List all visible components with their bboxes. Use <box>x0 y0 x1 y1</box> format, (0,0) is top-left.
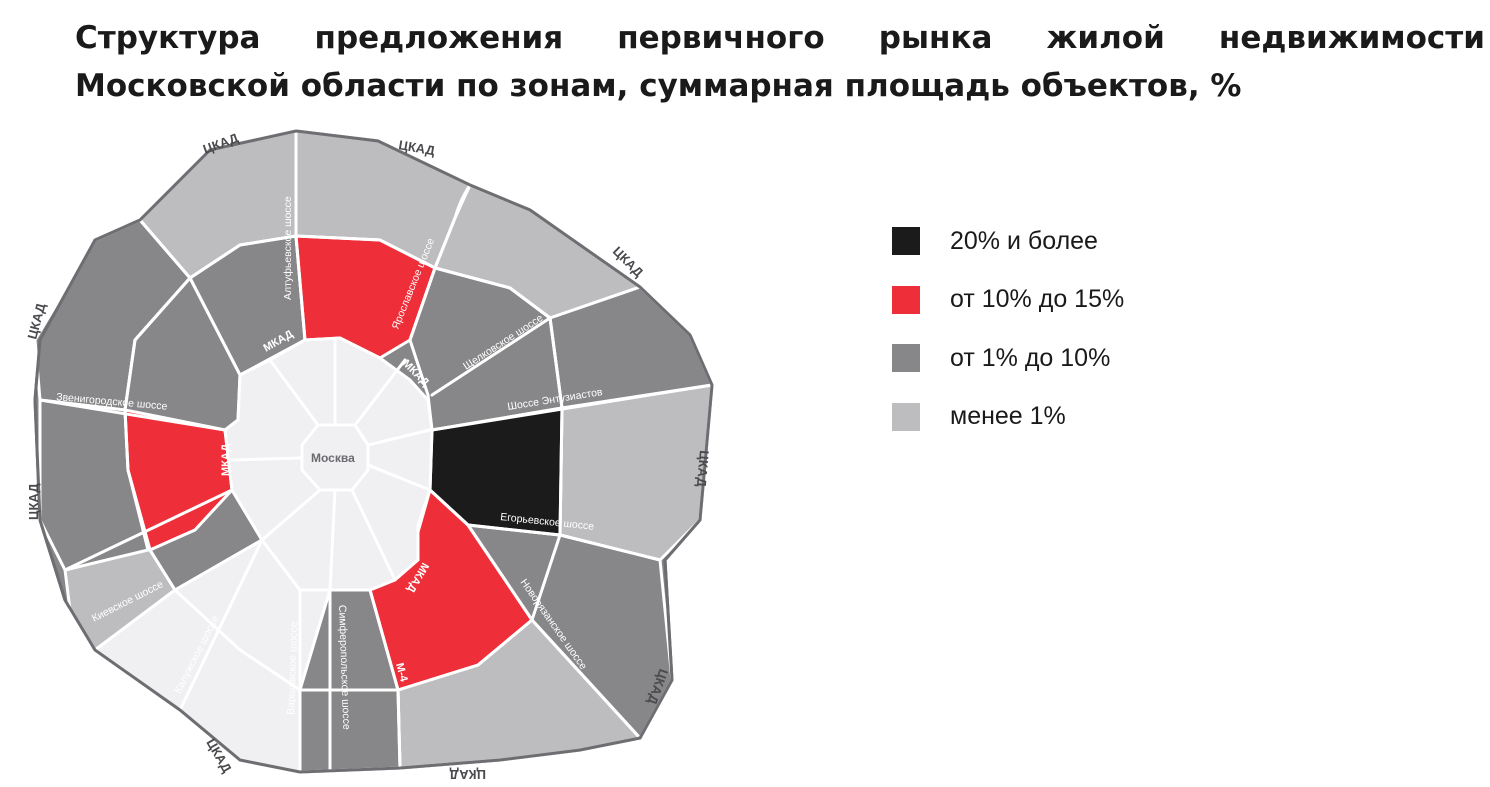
road-zvenigorodskoe <box>38 398 227 432</box>
legend-label: 20% и более <box>950 226 1098 255</box>
middle-ring <box>123 234 564 692</box>
label-ckad-5: ЦКАД <box>26 483 41 520</box>
chart-title: Структура предложения первичного рынка ж… <box>75 14 1485 110</box>
road-yaroslavskoe <box>408 183 472 342</box>
legend-item: от 10% до 15% <box>892 271 1124 330</box>
legend-swatch <box>892 285 920 314</box>
label-moscow: Москва <box>311 451 355 465</box>
city-road-ne <box>353 358 407 427</box>
road-entuziastov <box>430 383 714 432</box>
title-line-1: Структура предложения первичного рынка ж… <box>75 20 1485 56</box>
label-simferopolskoe: Симферопольское шоссе <box>336 605 352 730</box>
city-road-e1 <box>366 428 432 447</box>
label-mkad-west: МКАД <box>220 444 232 476</box>
legend-item: менее 1% <box>892 388 1124 447</box>
city-road-nw <box>268 358 320 427</box>
legend-swatch <box>892 344 920 373</box>
legend-swatch <box>892 227 920 256</box>
city-road-e2 <box>366 463 432 492</box>
city-road-se <box>350 488 397 582</box>
legend-label: от 10% до 15% <box>950 285 1125 314</box>
legend-item: 20% и более <box>892 212 1124 271</box>
legend-label: от 1% до 10% <box>950 343 1111 372</box>
label-ckad-8: ЦКАД <box>449 767 486 782</box>
road-kievskoe <box>63 488 234 572</box>
road-kaluzhskoe <box>178 538 264 712</box>
legend-label: менее 1% <box>950 402 1066 431</box>
city-road-s <box>328 488 337 592</box>
title-line-2: Московской области по зонам, суммарная п… <box>75 68 1242 104</box>
legend-item: от 1% до 10% <box>892 329 1124 388</box>
road-egoryevskoe <box>428 488 662 562</box>
legend: 20% и более от 10% до 15% от 1% до 10% м… <box>892 212 1124 446</box>
legend-swatch <box>892 402 920 431</box>
road-shchelkovskoe <box>430 316 552 397</box>
city-road-sw <box>260 488 322 542</box>
label-m4: М-4 <box>393 662 410 684</box>
label-ckad-6: ЦКАД <box>694 450 712 488</box>
label-varshavskoe: Варшавское шоссе <box>285 621 300 715</box>
ckad-ring <box>33 129 714 774</box>
city-road-w <box>230 456 304 462</box>
label-altufyevskoe: Алтуфьевское шоссе <box>282 196 294 300</box>
label-ckad-2: ЦКАД <box>397 137 436 158</box>
